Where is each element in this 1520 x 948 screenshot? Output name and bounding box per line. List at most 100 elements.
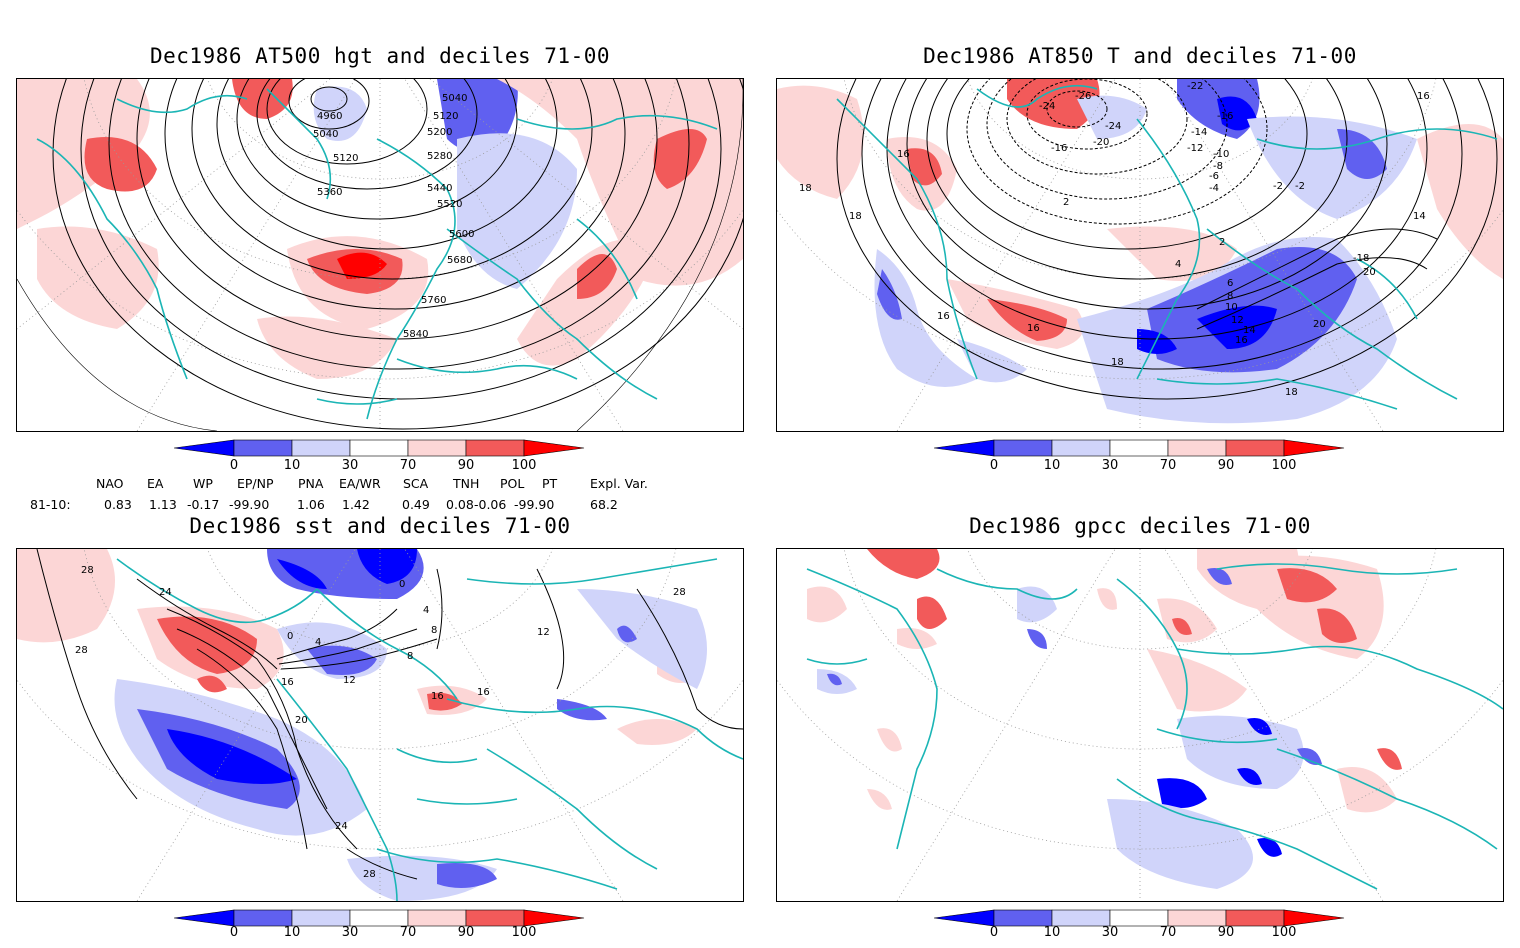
colorbar-tick: 0 [989,458,999,473]
map-gpcc [776,548,1504,902]
index-header: TNH [453,476,480,491]
contour-label: -6 [1209,171,1219,182]
colorbar-tick: 100 [511,458,537,473]
colorbar-segment [1167,439,1227,457]
colorbar-segment [233,909,293,927]
colorbar-segment [1051,439,1111,457]
contour-label: -20 [1093,137,1109,148]
contour-label: -2 [1273,181,1283,192]
contour-label: 2 [1063,197,1069,208]
index-value: -0.17 [187,497,220,512]
contour-label: 5120 [433,111,458,122]
contour-label: 5280 [427,151,452,162]
contour-label: 5680 [447,255,472,266]
index-value: 1.06 [297,497,325,512]
contour-labels: 4960 5040 5040 5120 5120 5200 5280 5360 … [313,93,474,340]
colorbar-segment [1167,909,1227,927]
coastlines [116,558,743,901]
colorbar-sst: 0 10 30 70 90 100 [174,908,594,948]
contour-label: -16 [1217,111,1233,122]
contour-label: -14 [1191,127,1207,138]
contour-label: 12 [537,627,550,638]
index-header-row: NAO EA WP EP/NP PNA EA/WR SCA TNH POL PT… [0,476,760,492]
colorbar-segment [1225,909,1285,927]
contour-label: 4 [315,637,321,648]
coastlines [806,563,1503,890]
colorbar-tick: 70 [1159,925,1177,940]
index-header: POL [500,476,525,491]
colorbar-tick: 0 [229,458,239,473]
contour-label: 5040 [442,93,467,104]
contour-label: 24 [159,587,172,598]
colorbar-segment [233,439,293,457]
index-value: 0.08 [446,497,474,512]
index-value: -0.06 [474,497,507,512]
contour-label: 8 [431,625,437,636]
index-value: -99.90 [229,497,270,512]
colorbar-tick: 0 [989,925,999,940]
contour-label: 5440 [427,183,452,194]
contour-label: 18 [849,211,862,222]
sst-contours [36,549,743,880]
contour-label: 10 [1225,302,1238,313]
colorbar-tick: 30 [341,458,359,473]
map-sst: 28 28 24 24 20 16 16 16 12 12 8 8 4 4 0 … [16,548,744,902]
contour-labels: 28 28 24 24 20 16 16 16 12 12 8 8 4 4 0 … [75,565,686,880]
contour-label: 5040 [313,129,338,140]
colorbar-tick: 0 [229,925,239,940]
contour-label: 14 [1413,211,1426,222]
hemisphere-edge [17,79,743,431]
index-value: 1.42 [342,497,370,512]
contour-label: 5760 [421,295,446,306]
index-header: PNA [298,476,324,491]
colorbar-segment [174,439,235,457]
colorbar-segment [934,439,995,457]
graticule [17,79,743,431]
contour-label: 20 [1363,267,1376,278]
contour-label: 5120 [333,153,358,164]
colorbar-segment [1283,909,1345,927]
contour-label: 20 [295,715,308,726]
colorbar-tick: 70 [399,458,417,473]
anomaly-shading [17,549,707,901]
colorbar-tick: 90 [1217,925,1235,940]
contour-label: 16 [1027,323,1040,334]
colorbar-tick: 30 [341,925,359,940]
contour-label: -2 [1295,181,1305,192]
contour-label: 16 [937,311,950,322]
colorbar-tick: 70 [399,925,417,940]
colorbar-segment [993,909,1053,927]
contour-label: 20 [1313,319,1326,330]
colorbar-segment [934,909,995,927]
contour-label: 16 [477,687,490,698]
panel-title-t850: Dec1986 AT850 T and deciles 71-00 [923,44,1357,68]
colorbar-tick: 90 [457,925,475,940]
index-header: EA [147,476,164,491]
contour-label: 4 [1175,259,1181,270]
graticule [17,549,743,901]
contour-label: 5200 [427,127,452,138]
colorbar-segment [465,439,525,457]
colorbar-segment [1225,439,1285,457]
colorbar-tick: 100 [1271,458,1297,473]
contour-label: 5600 [449,229,474,240]
colorbar-segment [993,439,1053,457]
index-value: -99.90 [514,497,555,512]
index-value-row: 81-10: 0.83 1.13 -0.17 -99.90 1.06 1.42 … [0,497,760,513]
contour-label: 18 [1111,357,1124,368]
contour-label: 16 [897,149,910,160]
contour-label: 16 [1417,91,1430,102]
contour-label: 16 [1235,335,1248,346]
panel-title-hgt500: Dec1986 AT500 hgt and deciles 71-00 [149,44,610,68]
contour-label: -26 [1075,91,1091,102]
index-header: PT [542,476,558,491]
contour-label: 28 [673,587,686,598]
colorbar-tick: 30 [1101,458,1119,473]
colorbar-tick: 30 [1101,925,1119,940]
colorbar-tick: 10 [283,925,301,940]
colorbar-segment [291,439,351,457]
contour-label: -8 [1213,161,1223,172]
contour-label: 16 [281,677,294,688]
contour-label: 0 [287,631,293,642]
panel-title-sst: Dec1986 sst and deciles 71-00 [189,514,571,538]
